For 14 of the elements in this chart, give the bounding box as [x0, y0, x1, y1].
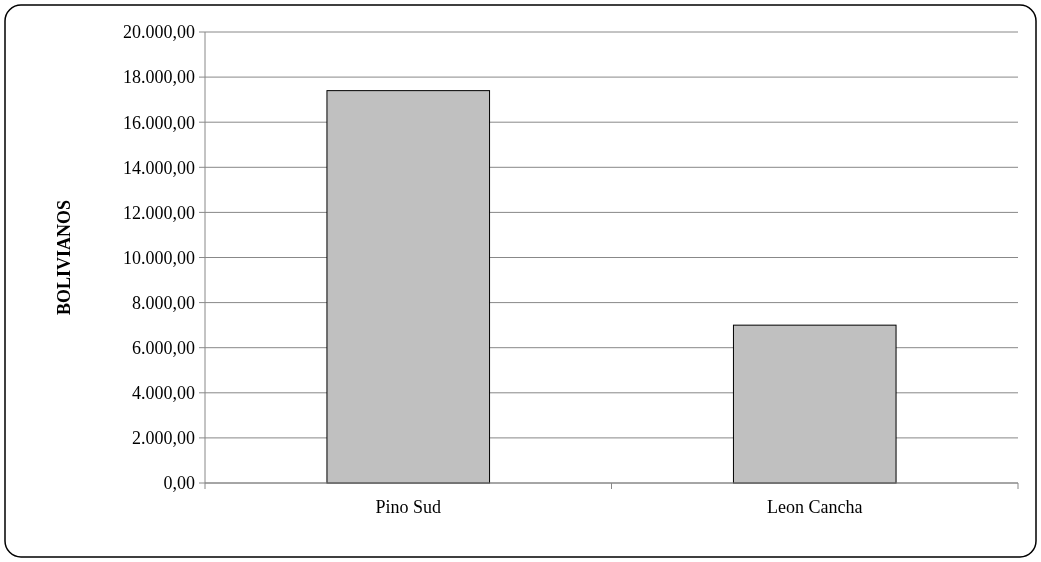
y-tick-label: 4.000,00 — [132, 383, 195, 404]
x-tick-label: Pino Sud — [375, 497, 442, 517]
y-tick-label: 10.000,00 — [123, 247, 195, 268]
y-tick-label: 6.000,00 — [132, 338, 195, 358]
y-tick-label: 18.000,00 — [123, 67, 195, 88]
x-tick-label: Leon Cancha — [767, 497, 863, 517]
y-tick-label: 16.000,00 — [123, 112, 195, 133]
y-tick-label: 12.000,00 — [123, 202, 195, 223]
y-tick-label: 14.000,00 — [123, 157, 195, 178]
y-tick-label: 2.000,00 — [132, 428, 195, 449]
y-tick-label: 0,00 — [163, 473, 195, 494]
y-tick-label: 8.000,00 — [132, 292, 195, 313]
y-axis-title: BOLIVIANOS — [54, 199, 74, 316]
y-tick-label: 20.000,00 — [123, 22, 195, 43]
